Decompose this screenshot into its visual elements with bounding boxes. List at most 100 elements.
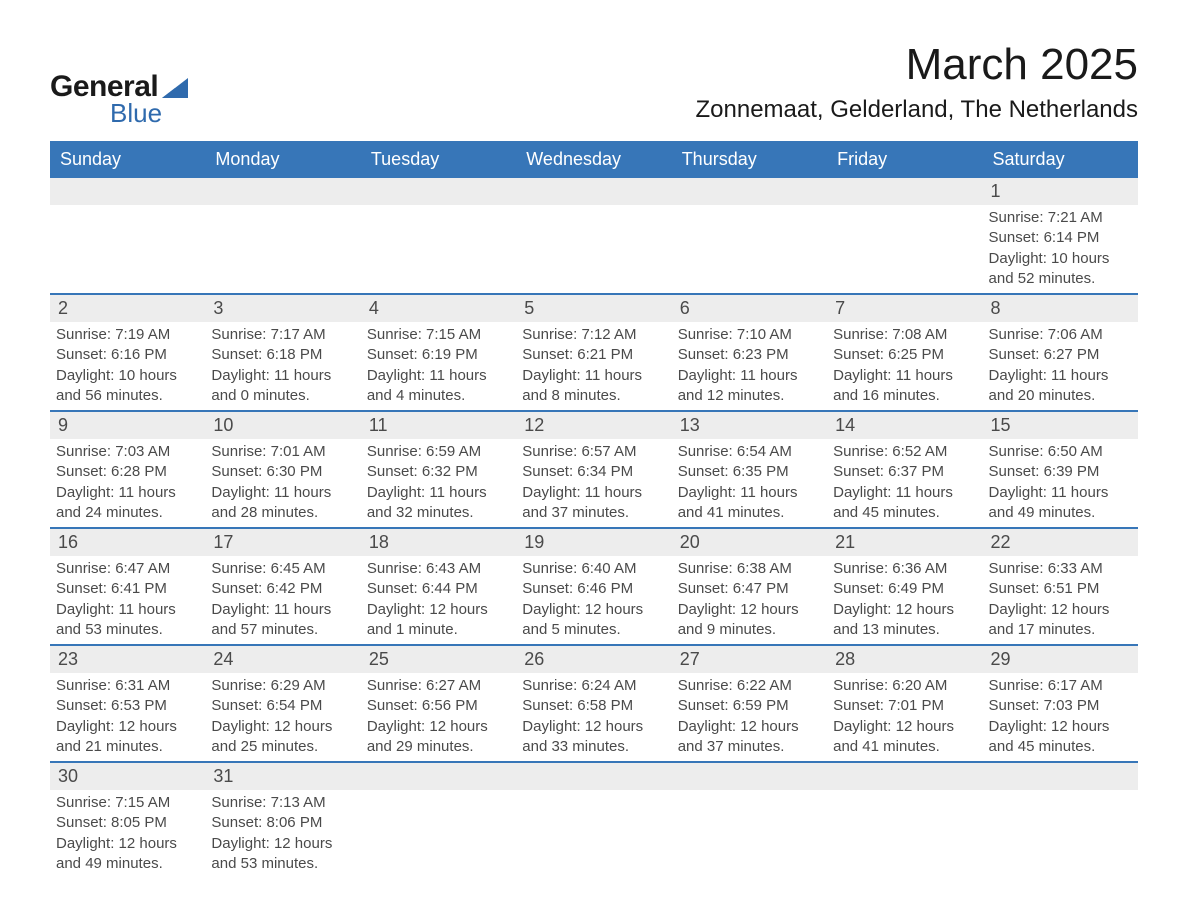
daylight-text: Daylight: 12 hours and 21 minutes.: [56, 717, 199, 758]
day-cell: [205, 178, 360, 293]
day-body: [361, 790, 516, 797]
day-cell: 27Sunrise: 6:22 AMSunset: 6:59 PMDayligh…: [672, 646, 827, 761]
day-cell: 23Sunrise: 6:31 AMSunset: 6:53 PMDayligh…: [50, 646, 205, 761]
day-body: Sunrise: 7:10 AMSunset: 6:23 PMDaylight:…: [672, 322, 827, 410]
day-body: Sunrise: 6:31 AMSunset: 6:53 PMDaylight:…: [50, 673, 205, 761]
week-row: 2Sunrise: 7:19 AMSunset: 6:16 PMDaylight…: [50, 295, 1138, 412]
daylight-text: Daylight: 11 hours and 32 minutes.: [367, 483, 510, 524]
day-number: 1: [983, 178, 1138, 205]
day-cell: 16Sunrise: 6:47 AMSunset: 6:41 PMDayligh…: [50, 529, 205, 644]
sunset-text: Sunset: 6:19 PM: [367, 345, 510, 365]
day-body: Sunrise: 6:59 AMSunset: 6:32 PMDaylight:…: [361, 439, 516, 527]
weekday-header: Thursday: [672, 141, 827, 178]
day-body: Sunrise: 6:52 AMSunset: 6:37 PMDaylight:…: [827, 439, 982, 527]
day-cell: [361, 178, 516, 293]
sunrise-text: Sunrise: 7:01 AM: [211, 442, 354, 462]
day-number: [672, 178, 827, 205]
logo-text-blue: Blue: [110, 98, 188, 129]
sunset-text: Sunset: 6:16 PM: [56, 345, 199, 365]
day-cell: [50, 178, 205, 293]
week-row: 9Sunrise: 7:03 AMSunset: 6:28 PMDaylight…: [50, 412, 1138, 529]
day-body: Sunrise: 6:29 AMSunset: 6:54 PMDaylight:…: [205, 673, 360, 761]
day-cell: 24Sunrise: 6:29 AMSunset: 6:54 PMDayligh…: [205, 646, 360, 761]
day-cell: 30Sunrise: 7:15 AMSunset: 8:05 PMDayligh…: [50, 763, 205, 878]
day-body: Sunrise: 7:01 AMSunset: 6:30 PMDaylight:…: [205, 439, 360, 527]
day-number: 18: [361, 529, 516, 556]
day-number: 15: [983, 412, 1138, 439]
sunset-text: Sunset: 6:14 PM: [989, 228, 1132, 248]
day-cell: 25Sunrise: 6:27 AMSunset: 6:56 PMDayligh…: [361, 646, 516, 761]
day-cell: 2Sunrise: 7:19 AMSunset: 6:16 PMDaylight…: [50, 295, 205, 410]
sunrise-text: Sunrise: 6:36 AM: [833, 559, 976, 579]
sunrise-text: Sunrise: 7:17 AM: [211, 325, 354, 345]
day-body: [827, 790, 982, 797]
sunset-text: Sunset: 8:05 PM: [56, 813, 199, 833]
daylight-text: Daylight: 11 hours and 57 minutes.: [211, 600, 354, 641]
day-cell: [361, 763, 516, 878]
day-number: 4: [361, 295, 516, 322]
sunset-text: Sunset: 6:30 PM: [211, 462, 354, 482]
sunset-text: Sunset: 6:46 PM: [522, 579, 665, 599]
daylight-text: Daylight: 12 hours and 13 minutes.: [833, 600, 976, 641]
day-number: 24: [205, 646, 360, 673]
day-cell: 22Sunrise: 6:33 AMSunset: 6:51 PMDayligh…: [983, 529, 1138, 644]
sunrise-text: Sunrise: 7:08 AM: [833, 325, 976, 345]
day-body: Sunrise: 6:47 AMSunset: 6:41 PMDaylight:…: [50, 556, 205, 644]
day-number: 5: [516, 295, 671, 322]
day-cell: 1Sunrise: 7:21 AMSunset: 6:14 PMDaylight…: [983, 178, 1138, 293]
day-body: Sunrise: 7:19 AMSunset: 6:16 PMDaylight:…: [50, 322, 205, 410]
sunset-text: Sunset: 6:34 PM: [522, 462, 665, 482]
day-cell: 7Sunrise: 7:08 AMSunset: 6:25 PMDaylight…: [827, 295, 982, 410]
weekday-header: Saturday: [983, 141, 1138, 178]
sunrise-text: Sunrise: 6:33 AM: [989, 559, 1132, 579]
weekday-header-row: Sunday Monday Tuesday Wednesday Thursday…: [50, 141, 1138, 178]
sunrise-text: Sunrise: 6:27 AM: [367, 676, 510, 696]
daylight-text: Daylight: 12 hours and 37 minutes.: [678, 717, 821, 758]
sunset-text: Sunset: 6:49 PM: [833, 579, 976, 599]
day-body: [516, 205, 671, 212]
month-title: March 2025: [696, 40, 1139, 90]
day-number: 27: [672, 646, 827, 673]
day-number: [827, 763, 982, 790]
daylight-text: Daylight: 12 hours and 17 minutes.: [989, 600, 1132, 641]
day-cell: [672, 763, 827, 878]
sunset-text: Sunset: 6:27 PM: [989, 345, 1132, 365]
daylight-text: Daylight: 11 hours and 41 minutes.: [678, 483, 821, 524]
daylight-text: Daylight: 12 hours and 53 minutes.: [211, 834, 354, 875]
sunset-text: Sunset: 7:01 PM: [833, 696, 976, 716]
calendar: Sunday Monday Tuesday Wednesday Thursday…: [50, 141, 1138, 878]
day-number: 7: [827, 295, 982, 322]
day-body: [361, 205, 516, 212]
day-body: [205, 205, 360, 212]
day-cell: 28Sunrise: 6:20 AMSunset: 7:01 PMDayligh…: [827, 646, 982, 761]
daylight-text: Daylight: 12 hours and 45 minutes.: [989, 717, 1132, 758]
day-body: Sunrise: 6:45 AMSunset: 6:42 PMDaylight:…: [205, 556, 360, 644]
sunset-text: Sunset: 6:59 PM: [678, 696, 821, 716]
day-body: Sunrise: 6:27 AMSunset: 6:56 PMDaylight:…: [361, 673, 516, 761]
daylight-text: Daylight: 11 hours and 20 minutes.: [989, 366, 1132, 407]
daylight-text: Daylight: 11 hours and 4 minutes.: [367, 366, 510, 407]
sunrise-text: Sunrise: 6:52 AM: [833, 442, 976, 462]
sunset-text: Sunset: 6:32 PM: [367, 462, 510, 482]
day-number: 9: [50, 412, 205, 439]
sunrise-text: Sunrise: 7:10 AM: [678, 325, 821, 345]
sunset-text: Sunset: 6:23 PM: [678, 345, 821, 365]
day-body: Sunrise: 7:15 AMSunset: 6:19 PMDaylight:…: [361, 322, 516, 410]
day-cell: [827, 763, 982, 878]
sunset-text: Sunset: 6:53 PM: [56, 696, 199, 716]
day-number: 17: [205, 529, 360, 556]
weekday-header: Wednesday: [516, 141, 671, 178]
title-block: March 2025 Zonnemaat, Gelderland, The Ne…: [696, 40, 1139, 124]
day-number: 30: [50, 763, 205, 790]
day-body: Sunrise: 6:40 AMSunset: 6:46 PMDaylight:…: [516, 556, 671, 644]
day-body: Sunrise: 7:15 AMSunset: 8:05 PMDaylight:…: [50, 790, 205, 878]
day-number: [516, 178, 671, 205]
sunrise-text: Sunrise: 6:20 AM: [833, 676, 976, 696]
sunrise-text: Sunrise: 6:45 AM: [211, 559, 354, 579]
sunset-text: Sunset: 8:06 PM: [211, 813, 354, 833]
daylight-text: Daylight: 11 hours and 16 minutes.: [833, 366, 976, 407]
day-number: 22: [983, 529, 1138, 556]
day-number: 23: [50, 646, 205, 673]
sunset-text: Sunset: 7:03 PM: [989, 696, 1132, 716]
day-body: Sunrise: 6:57 AMSunset: 6:34 PMDaylight:…: [516, 439, 671, 527]
